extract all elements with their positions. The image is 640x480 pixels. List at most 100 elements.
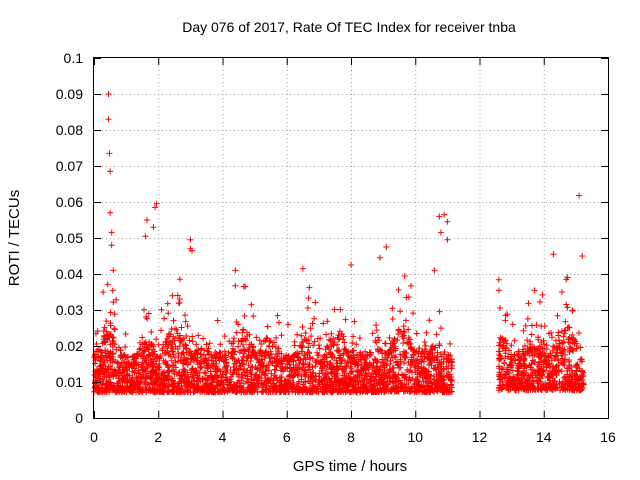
- data-point: [560, 385, 567, 392]
- data-point: [378, 376, 385, 383]
- data-point: [158, 327, 165, 334]
- x-tick-label: 0: [90, 429, 98, 445]
- data-point: [540, 337, 547, 344]
- data-point: [334, 388, 341, 395]
- data-point: [437, 368, 444, 375]
- data-point: [165, 351, 172, 358]
- data-point: [372, 388, 379, 395]
- data-point: [142, 344, 149, 351]
- data-point: [369, 330, 376, 337]
- data-point: [171, 337, 178, 344]
- data-point: [139, 334, 146, 341]
- data-point: [182, 312, 189, 319]
- data-point: [333, 371, 340, 378]
- data-point: [106, 353, 113, 360]
- data-point: [496, 385, 503, 392]
- data-point: [283, 356, 290, 363]
- data-point: [102, 347, 109, 354]
- data-point: [306, 389, 313, 396]
- data-point: [139, 387, 146, 394]
- y-tick-label: 0.07: [56, 158, 83, 174]
- data-point: [496, 373, 503, 380]
- data-point: [264, 323, 271, 330]
- data-point: [281, 378, 288, 385]
- data-point: [154, 354, 161, 361]
- data-point: [96, 389, 103, 396]
- data-point: [235, 357, 242, 364]
- data-point: [168, 357, 175, 364]
- data-point: [520, 371, 527, 378]
- data-point: [278, 332, 285, 339]
- data-point: [575, 330, 582, 337]
- data-point: [118, 377, 125, 384]
- data-point: [263, 362, 270, 369]
- data-point: [153, 358, 160, 365]
- data-point: [496, 355, 503, 362]
- data-point: [553, 349, 560, 356]
- data-point: [413, 363, 420, 370]
- data-point: [262, 375, 269, 382]
- data-point: [143, 386, 150, 393]
- data-point: [387, 360, 394, 367]
- data-point: [212, 360, 219, 367]
- data-point: [213, 373, 220, 380]
- data-point: [391, 335, 398, 342]
- data-point: [385, 351, 392, 358]
- data-point: [314, 335, 321, 342]
- data-point: [227, 367, 234, 374]
- data-point: [424, 383, 431, 390]
- data-point: [152, 204, 159, 211]
- data-point: [108, 242, 115, 249]
- y-axis-title: ROTI / TECUs: [6, 190, 23, 286]
- data-point: [386, 378, 393, 385]
- data-point: [496, 342, 503, 349]
- data-point: [511, 357, 518, 364]
- data-point: [175, 380, 182, 387]
- data-point: [338, 376, 345, 383]
- data-point: [556, 337, 563, 344]
- data-point: [529, 357, 536, 364]
- data-point: [561, 357, 568, 364]
- data-point: [422, 342, 429, 349]
- data-point: [249, 363, 256, 370]
- data-point: [306, 361, 313, 368]
- data-point: [170, 388, 177, 395]
- data-point: [434, 353, 441, 360]
- data-point: [347, 388, 354, 395]
- data-point: [341, 365, 348, 372]
- data-point: [174, 292, 181, 299]
- data-point: [110, 299, 117, 306]
- data-point: [161, 377, 168, 384]
- data-point: [182, 318, 189, 325]
- data-point: [555, 357, 562, 364]
- y-tick-label: 0.04: [56, 266, 83, 282]
- data-point: [277, 363, 284, 370]
- data-point: [171, 370, 178, 377]
- data-point: [508, 353, 515, 360]
- data-point: [501, 355, 508, 362]
- data-point: [373, 357, 380, 364]
- data-point: [577, 344, 584, 351]
- data-point: [255, 359, 262, 366]
- data-point: [235, 321, 242, 328]
- data-point: [392, 345, 399, 352]
- data-point: [501, 360, 508, 367]
- chart-title: Day 076 of 2017, Rate Of TEC Index for r…: [182, 19, 516, 35]
- data-point: [232, 384, 239, 391]
- data-point: [220, 384, 227, 391]
- data-point: [99, 381, 106, 388]
- data-point: [108, 229, 115, 236]
- data-point: [143, 313, 150, 320]
- data-point: [334, 377, 341, 384]
- data-point: [503, 371, 510, 378]
- data-point: [289, 353, 296, 360]
- data-point: [535, 345, 542, 352]
- data-point: [214, 382, 221, 389]
- data-point: [373, 327, 380, 334]
- data-point: [141, 348, 148, 355]
- data-point: [298, 387, 305, 394]
- data-point: [413, 330, 420, 337]
- data-point: [403, 350, 410, 357]
- data-point: [535, 336, 542, 343]
- data-point: [249, 349, 256, 356]
